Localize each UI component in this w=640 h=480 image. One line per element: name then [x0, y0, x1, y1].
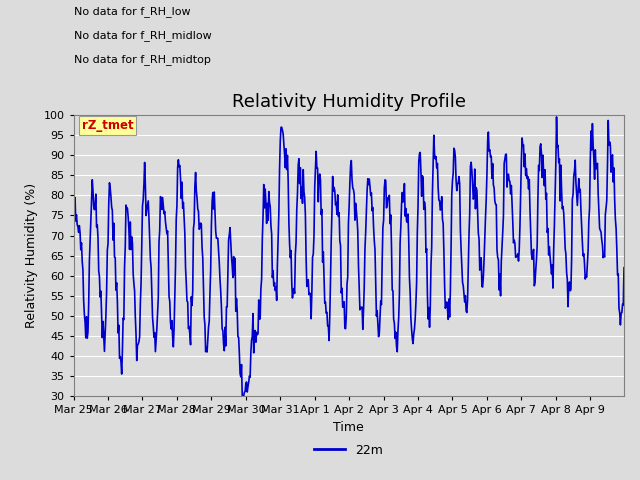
- Title: Relativity Humidity Profile: Relativity Humidity Profile: [232, 93, 466, 111]
- Y-axis label: Relativity Humidity (%): Relativity Humidity (%): [25, 183, 38, 328]
- Text: rZ_tmet: rZ_tmet: [82, 120, 134, 132]
- Legend: 22m: 22m: [309, 439, 388, 462]
- X-axis label: Time: Time: [333, 420, 364, 433]
- Text: No data for f_RH_midtop: No data for f_RH_midtop: [74, 54, 211, 65]
- Text: No data for f_RH_low: No data for f_RH_low: [74, 6, 190, 17]
- Text: No data for f_RH_midlow: No data for f_RH_midlow: [74, 30, 211, 41]
